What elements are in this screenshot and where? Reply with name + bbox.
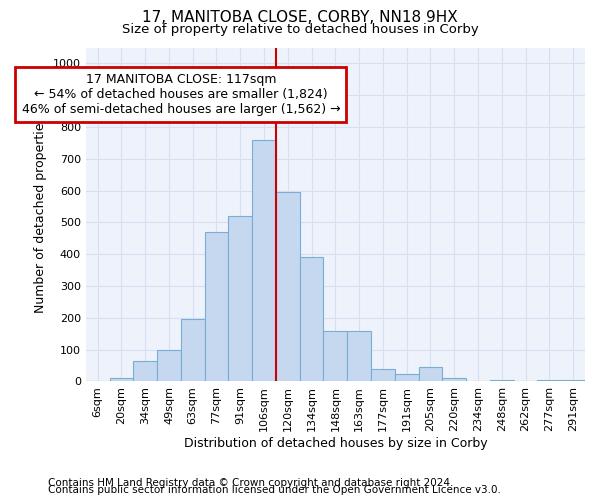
Bar	[538, 380, 561, 382]
Bar	[561, 380, 585, 382]
Bar	[347, 330, 371, 382]
Bar	[371, 368, 395, 382]
Bar	[110, 378, 133, 382]
Y-axis label: Number of detached properties: Number of detached properties	[34, 116, 47, 313]
Text: Contains HM Land Registry data © Crown copyright and database right 2024.: Contains HM Land Registry data © Crown c…	[48, 478, 454, 488]
Bar	[395, 374, 419, 382]
Bar	[419, 367, 442, 382]
Bar	[157, 350, 181, 382]
Bar	[442, 378, 466, 382]
Text: 17 MANITOBA CLOSE: 117sqm
← 54% of detached houses are smaller (1,824)
46% of se: 17 MANITOBA CLOSE: 117sqm ← 54% of detac…	[22, 73, 340, 116]
Text: 17, MANITOBA CLOSE, CORBY, NN18 9HX: 17, MANITOBA CLOSE, CORBY, NN18 9HX	[142, 10, 458, 25]
Bar	[276, 192, 300, 382]
Bar	[252, 140, 276, 382]
Bar	[181, 320, 205, 382]
Text: Contains public sector information licensed under the Open Government Licence v3: Contains public sector information licen…	[48, 485, 501, 495]
X-axis label: Distribution of detached houses by size in Corby: Distribution of detached houses by size …	[184, 437, 487, 450]
Bar	[490, 380, 514, 382]
Bar	[205, 232, 229, 382]
Bar	[229, 216, 252, 382]
Bar	[323, 330, 347, 382]
Bar	[133, 361, 157, 382]
Bar	[300, 258, 323, 382]
Text: Size of property relative to detached houses in Corby: Size of property relative to detached ho…	[122, 22, 478, 36]
